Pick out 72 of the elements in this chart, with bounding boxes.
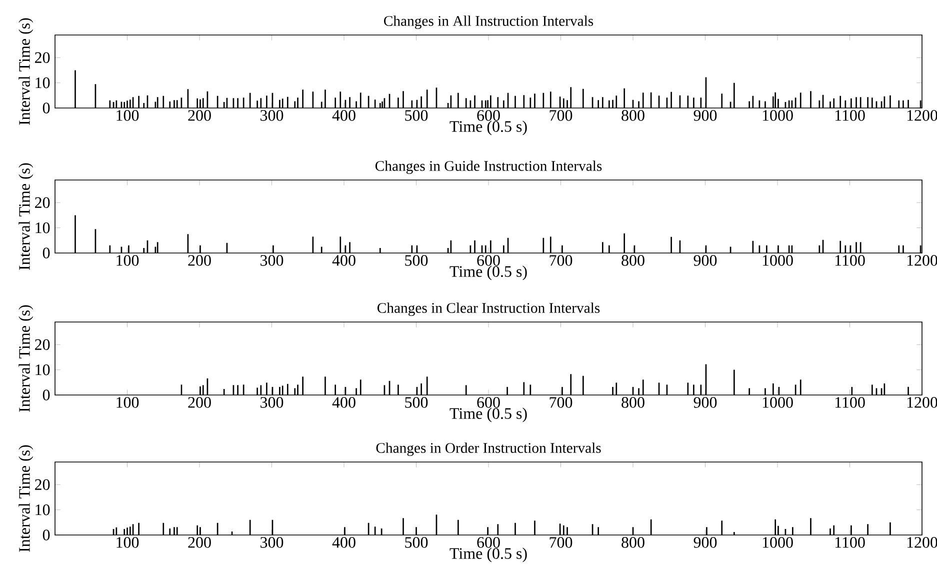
x-tick-label: 500 [405, 537, 428, 548]
x-tick-label: 100 [116, 110, 139, 121]
x-tick-label: 200 [188, 110, 211, 121]
x-tick-label: 1100 [835, 255, 865, 266]
x-tick-label: 300 [260, 255, 284, 266]
x-tick-label: 500 [405, 110, 428, 121]
x-tick-label: 400 [332, 397, 356, 408]
chart-title: Changes in Clear Instruction Intervals [378, 302, 600, 316]
x-tick-label: 800 [622, 537, 644, 548]
x-tick-label: 900 [694, 537, 717, 548]
x-axis-title: Time (0.5 s) [450, 120, 527, 136]
x-tick-label: 600 [477, 110, 500, 121]
y-tick-label: 20 [35, 479, 50, 490]
chart-title: Changes in Order Instruction Intervals [376, 442, 601, 456]
x-tick-label: 600 [477, 397, 500, 408]
x-tick-label: 600 [477, 255, 500, 266]
x-tick-label: 600 [477, 537, 500, 548]
x-tick-label: 100 [116, 255, 139, 266]
x-tick-label: 700 [550, 255, 572, 266]
x-axis-title: Time (0.5 s) [450, 266, 527, 280]
x-tick-label: 1000 [762, 110, 793, 121]
x-tick-label: 1100 [835, 397, 865, 408]
x-tick-label: 1200 [907, 537, 937, 548]
x-tick-label: 400 [332, 110, 356, 121]
x-tick-label: 700 [550, 110, 572, 121]
y-tick-label: 10 [36, 77, 50, 88]
x-tick-label: 900 [694, 255, 717, 266]
y-tick-label: 10 [36, 222, 50, 234]
y-tick-label: 20 [35, 197, 50, 208]
x-tick-label: 1200 [907, 397, 937, 408]
x-tick-label: 1000 [762, 397, 793, 408]
x-tick-label: 1200 [907, 255, 937, 266]
x-axis-title: Time (0.5 s) [450, 548, 527, 562]
x-axis-title: Time (0.5 s) [450, 408, 527, 422]
x-tick-label: 200 [188, 537, 211, 548]
x-tick-label: 300 [260, 110, 284, 121]
y-axis-title: Interval Time (s) [18, 445, 34, 552]
x-tick-label: 700 [550, 537, 572, 548]
y-tick-label: 20 [35, 339, 50, 350]
x-tick-label: 400 [332, 537, 356, 548]
x-tick-label: 1100 [835, 110, 865, 121]
x-tick-label: 100 [116, 537, 139, 548]
chart-title: Changes in Guide Instruction Intervals [375, 160, 602, 174]
x-tick-label: 700 [550, 397, 572, 408]
x-tick-label: 800 [622, 397, 644, 408]
y-axis-title: Interval Time (s) [18, 163, 34, 270]
y-tick-label: 0 [42, 102, 50, 114]
y-tick-label: 0 [42, 248, 50, 258]
x-tick-label: 400 [332, 255, 356, 266]
x-tick-label: 300 [260, 537, 284, 548]
x-tick-label: 900 [694, 397, 717, 408]
y-axis-title: Interval Time (s) [18, 305, 34, 412]
x-tick-label: 1100 [835, 537, 865, 548]
chart-title: Changes in All Instruction Intervals [384, 16, 594, 29]
x-tick-label: 1000 [762, 537, 793, 548]
y-tick-label: 20 [35, 52, 50, 64]
x-tick-label: 500 [405, 255, 428, 266]
x-tick-label: 1000 [762, 255, 793, 266]
y-tick-label: 0 [42, 530, 50, 540]
y-axis-title: Interval Time (s) [18, 18, 34, 125]
x-tick-label: 800 [622, 110, 644, 121]
y-tick-label: 10 [36, 364, 50, 376]
x-tick-label: 100 [116, 397, 139, 408]
x-tick-label: 900 [694, 110, 717, 121]
x-tick-label: 200 [188, 255, 211, 266]
x-tick-label: 500 [405, 397, 428, 408]
y-tick-label: 0 [42, 390, 50, 400]
x-tick-label: 800 [622, 255, 644, 266]
y-tick-label: 10 [36, 504, 50, 516]
x-tick-label: 200 [188, 397, 211, 408]
x-tick-label: 1200 [907, 110, 937, 121]
x-tick-label: 300 [260, 397, 284, 408]
